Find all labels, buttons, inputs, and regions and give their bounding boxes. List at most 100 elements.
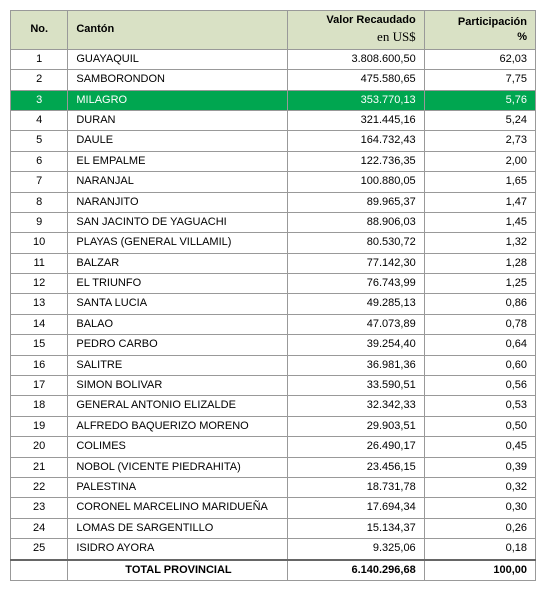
cell-no: 7	[11, 172, 68, 192]
cell-valor: 475.580,65	[287, 70, 424, 90]
total-participacion: 100,00	[424, 560, 535, 581]
header-valor-line1: Valor Recaudado	[326, 14, 415, 26]
cell-canton: MILAGRO	[68, 90, 287, 110]
cell-participacion: 2,73	[424, 131, 535, 151]
table-row: 17SIMON BOLIVAR33.590,510,56	[11, 376, 536, 396]
table-row: 22PALESTINA18.731,780,32	[11, 477, 536, 497]
cell-valor: 353.770,13	[287, 90, 424, 110]
table-row: 21NOBOL (VICENTE PIEDRAHITA)23.456,150,3…	[11, 457, 536, 477]
cell-participacion: 0,53	[424, 396, 535, 416]
cell-valor: 26.490,17	[287, 437, 424, 457]
provincial-table: No. Cantón Valor Recaudado en US$ Partic…	[10, 10, 536, 581]
cell-no: 10	[11, 233, 68, 253]
cell-valor: 18.731,78	[287, 477, 424, 497]
cell-no: 11	[11, 253, 68, 273]
header-no: No.	[11, 11, 68, 50]
header-part-line2: %	[517, 31, 527, 43]
cell-canton: DURAN	[68, 110, 287, 130]
cell-no: 4	[11, 110, 68, 130]
cell-valor: 36.981,36	[287, 355, 424, 375]
cell-no: 15	[11, 335, 68, 355]
cell-participacion: 0,45	[424, 437, 535, 457]
cell-valor: 49.285,13	[287, 294, 424, 314]
cell-no: 12	[11, 274, 68, 294]
cell-participacion: 5,76	[424, 90, 535, 110]
table-row: 23CORONEL MARCELINO MARIDUEÑA17.694,340,…	[11, 498, 536, 518]
cell-canton: EL TRIUNFO	[68, 274, 287, 294]
cell-valor: 23.456,15	[287, 457, 424, 477]
cell-participacion: 0,18	[424, 539, 535, 560]
cell-no: 24	[11, 518, 68, 538]
cell-valor: 89.965,37	[287, 192, 424, 212]
cell-canton: SANTA LUCIA	[68, 294, 287, 314]
cell-participacion: 0,64	[424, 335, 535, 355]
cell-no: 14	[11, 314, 68, 334]
cell-participacion: 1,32	[424, 233, 535, 253]
cell-participacion: 2,00	[424, 151, 535, 171]
table-row: 5DAULE164.732,432,73	[11, 131, 536, 151]
cell-no: 20	[11, 437, 68, 457]
cell-canton: PLAYAS (GENERAL VILLAMIL)	[68, 233, 287, 253]
cell-participacion: 0,50	[424, 416, 535, 436]
cell-no: 6	[11, 151, 68, 171]
cell-valor: 321.445,16	[287, 110, 424, 130]
cell-participacion: 0,30	[424, 498, 535, 518]
cell-canton: ALFREDO BAQUERIZO MORENO	[68, 416, 287, 436]
table-row: 19ALFREDO BAQUERIZO MORENO29.903,510,50	[11, 416, 536, 436]
cell-canton: BALZAR	[68, 253, 287, 273]
cell-canton: DAULE	[68, 131, 287, 151]
cell-canton: PEDRO CARBO	[68, 335, 287, 355]
cell-valor: 3.808.600,50	[287, 49, 424, 69]
table-row: 13SANTA LUCIA49.285,130,86	[11, 294, 536, 314]
cell-no: 8	[11, 192, 68, 212]
total-label: TOTAL PROVINCIAL	[68, 560, 287, 581]
cell-valor: 32.342,33	[287, 396, 424, 416]
cell-participacion: 62,03	[424, 49, 535, 69]
cell-canton: SIMON BOLIVAR	[68, 376, 287, 396]
total-row: TOTAL PROVINCIAL6.140.296,68100,00	[11, 560, 536, 581]
table-row: 6EL EMPALME122.736,352,00	[11, 151, 536, 171]
cell-no: 13	[11, 294, 68, 314]
table-row: 8NARANJITO89.965,371,47	[11, 192, 536, 212]
table-row: 24LOMAS DE SARGENTILLO15.134,370,26	[11, 518, 536, 538]
table-row: 15PEDRO CARBO39.254,400,64	[11, 335, 536, 355]
cell-valor: 122.736,35	[287, 151, 424, 171]
header-part-line1: Participación	[458, 16, 527, 28]
cell-canton: EL EMPALME	[68, 151, 287, 171]
cell-no: 23	[11, 498, 68, 518]
cell-no: 18	[11, 396, 68, 416]
table-row: 10PLAYAS (GENERAL VILLAMIL)80.530,721,32	[11, 233, 536, 253]
table-row: 18GENERAL ANTONIO ELIZALDE32.342,330,53	[11, 396, 536, 416]
cell-valor: 29.903,51	[287, 416, 424, 436]
cell-participacion: 0,60	[424, 355, 535, 375]
cell-participacion: 0,39	[424, 457, 535, 477]
cell-participacion: 7,75	[424, 70, 535, 90]
cell-participacion: 5,24	[424, 110, 535, 130]
cell-canton: SAMBORONDON	[68, 70, 287, 90]
table-row: 4DURAN321.445,165,24	[11, 110, 536, 130]
table-row: 2SAMBORONDON475.580,657,75	[11, 70, 536, 90]
table-row: 12EL TRIUNFO76.743,991,25	[11, 274, 536, 294]
cell-no: 3	[11, 90, 68, 110]
cell-no: 9	[11, 212, 68, 232]
table-row: 25ISIDRO AYORA9.325,060,18	[11, 539, 536, 560]
cell-valor: 9.325,06	[287, 539, 424, 560]
table-row: 7NARANJAL100.880,051,65	[11, 172, 536, 192]
table-row: 11BALZAR77.142,301,28	[11, 253, 536, 273]
cell-valor: 77.142,30	[287, 253, 424, 273]
cell-participacion: 0,78	[424, 314, 535, 334]
table-row: 3MILAGRO353.770,135,76	[11, 90, 536, 110]
cell-canton: NARANJITO	[68, 192, 287, 212]
cell-participacion: 1,47	[424, 192, 535, 212]
cell-no: 1	[11, 49, 68, 69]
cell-no: 2	[11, 70, 68, 90]
cell-canton: SALITRE	[68, 355, 287, 375]
total-no	[11, 560, 68, 581]
header-row: No. Cantón Valor Recaudado en US$ Partic…	[11, 11, 536, 50]
table-row: 20COLIMES26.490,170,45	[11, 437, 536, 457]
cell-canton: PALESTINA	[68, 477, 287, 497]
cell-canton: NOBOL (VICENTE PIEDRAHITA)	[68, 457, 287, 477]
cell-no: 21	[11, 457, 68, 477]
cell-canton: NARANJAL	[68, 172, 287, 192]
table-row: 14BALAO47.073,890,78	[11, 314, 536, 334]
